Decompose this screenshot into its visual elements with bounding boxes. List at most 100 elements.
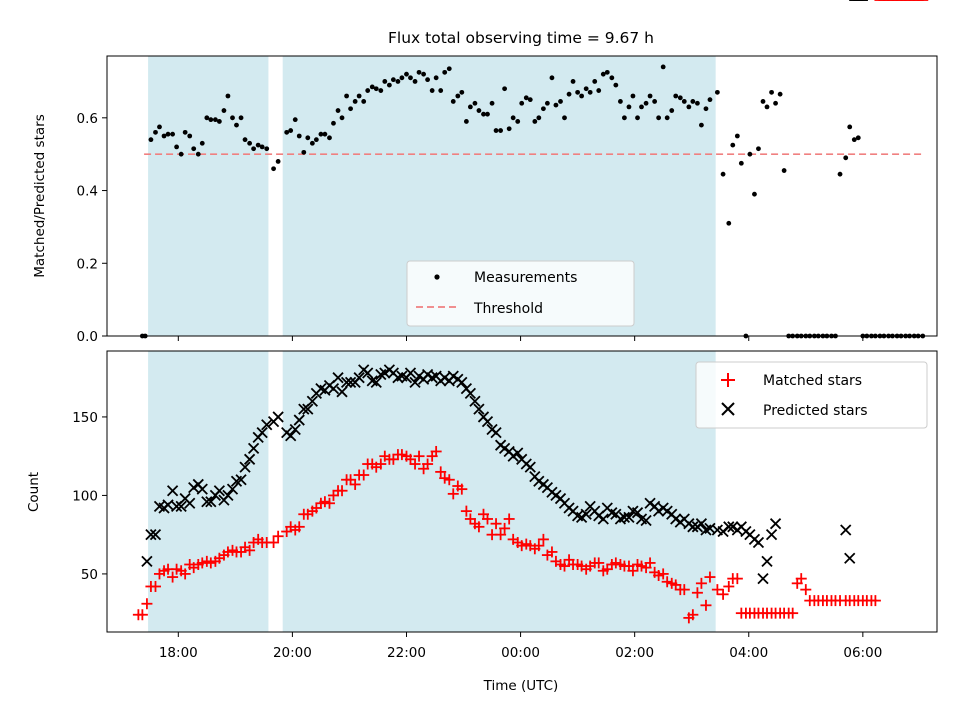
measurement-point <box>502 86 508 92</box>
legend-label-threshold: Threshold <box>473 301 543 317</box>
measurement-point <box>532 119 538 124</box>
matched-point <box>136 609 148 621</box>
measurement-point <box>373 86 379 92</box>
x-tick-label: 18:00 <box>159 645 198 661</box>
measurement-point <box>157 124 162 130</box>
measurement-point <box>161 133 167 139</box>
measurement-point <box>395 79 401 84</box>
bottom-x-ticks: 18:00 20:00 22:00 00:00 02:00 04:00 06:00 <box>159 632 882 661</box>
measurement-point <box>843 155 849 161</box>
legend-marker-measurements <box>434 274 440 280</box>
predicted-point <box>145 529 157 541</box>
y-tick-label: 150 <box>72 410 98 426</box>
measurement-point <box>695 100 700 106</box>
matched-point <box>456 483 468 495</box>
measurement-point <box>769 89 774 95</box>
shaded-interval <box>282 351 716 632</box>
measurement-point <box>331 120 336 126</box>
predicted-point <box>473 403 485 415</box>
top-axes-frame <box>106 55 938 337</box>
matched-point <box>413 450 425 462</box>
predicted-point <box>840 524 852 536</box>
measurement-point <box>669 108 675 113</box>
matched-point <box>167 571 179 583</box>
measurement-point <box>404 71 409 77</box>
top-x-ticks <box>177 336 864 341</box>
predicted-point <box>580 508 592 520</box>
matched-point <box>691 587 703 599</box>
predicted-point <box>327 383 340 395</box>
predicted-point <box>464 387 477 400</box>
measurement-point <box>247 140 253 146</box>
measurement-point <box>361 99 367 104</box>
measurement-point <box>216 119 222 124</box>
measurement-point <box>408 75 413 81</box>
matched-point <box>272 530 284 542</box>
predicted-star-points <box>141 0 868 585</box>
measurement-point <box>327 135 332 141</box>
predicted-point <box>235 474 247 486</box>
measurement-point <box>621 115 627 121</box>
matched-point <box>558 560 570 572</box>
measurement-point <box>339 115 345 121</box>
measurement-point <box>566 91 572 97</box>
measurement-point <box>187 133 193 139</box>
predicted-point <box>695 518 708 530</box>
measurement-point <box>322 131 328 137</box>
measurement-point <box>609 75 615 81</box>
top-legend: Measurements Threshold <box>406 260 635 327</box>
measurement-point <box>493 128 499 133</box>
matched-point <box>430 445 442 457</box>
measurement-point <box>515 119 521 124</box>
matched-point <box>678 584 690 596</box>
measurement-point <box>284 129 290 135</box>
predicted-point <box>243 453 256 465</box>
measurement-point <box>660 64 666 70</box>
measurement-point <box>643 100 649 106</box>
measurement-point <box>738 160 744 166</box>
measurement-point <box>699 122 704 128</box>
chart-title: Flux total observing time = 9.67 h <box>388 29 654 47</box>
bottom-axes-frame <box>106 350 938 633</box>
measurement-point <box>720 171 726 177</box>
measurement-point <box>301 149 307 155</box>
measurement-point <box>442 69 448 75</box>
legend-label-matched: Matched stars <box>763 373 862 389</box>
bottom-y-ticks: 50 100 150 <box>72 410 107 583</box>
y-tick-label: 100 <box>72 488 98 504</box>
matched-point <box>141 598 153 610</box>
predicted-point <box>512 447 524 459</box>
matched-point <box>717 588 729 600</box>
measurement-point <box>536 115 542 121</box>
predicted-point <box>404 367 417 379</box>
predicted-point <box>306 395 318 407</box>
matched-point <box>349 478 361 490</box>
measurement-point <box>309 140 315 146</box>
predicted-point <box>285 430 297 442</box>
predicted-point <box>761 555 773 567</box>
predicted-point <box>687 521 699 533</box>
measurement-point <box>752 191 757 197</box>
predicted-point <box>723 521 735 533</box>
measurement-point <box>596 88 602 93</box>
bottom-legend-box <box>695 361 928 429</box>
measurement-point <box>656 115 662 121</box>
predicted-point <box>640 514 652 527</box>
matched-point <box>495 529 507 541</box>
predicted-point <box>332 372 344 384</box>
matched-point <box>179 568 191 580</box>
y-tick-label: 0.2 <box>77 256 98 272</box>
matched-point <box>869 595 881 607</box>
predicted-point <box>370 376 382 389</box>
predicted-point <box>597 513 609 525</box>
measurement-point <box>255 142 261 148</box>
matched-point <box>358 469 370 481</box>
measurement-point <box>527 97 533 103</box>
measurement-point <box>476 108 482 113</box>
measurement-point <box>756 146 761 152</box>
predicted-point <box>490 426 502 439</box>
matched-point <box>627 565 639 577</box>
measurement-point <box>212 117 218 123</box>
shaded-interval <box>148 56 269 336</box>
matched-point <box>447 488 459 500</box>
